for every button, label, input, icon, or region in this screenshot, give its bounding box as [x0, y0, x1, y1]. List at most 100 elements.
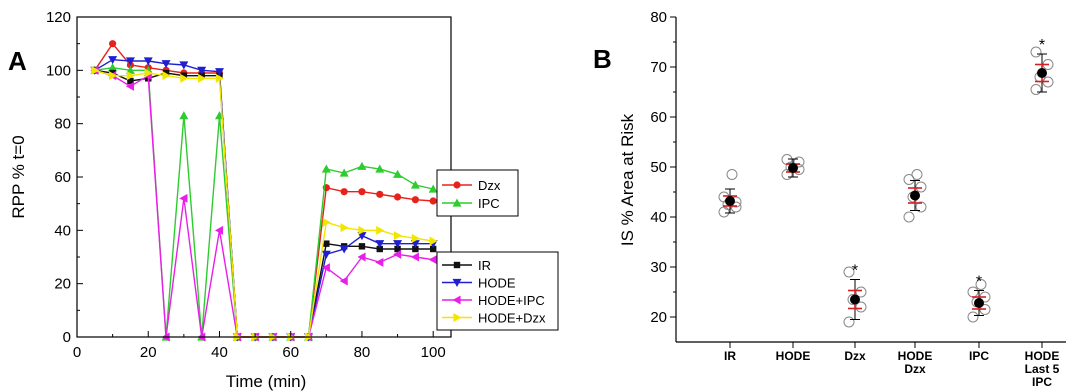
- legend-marker: [452, 278, 462, 287]
- data-point: [197, 66, 207, 75]
- y-tick-label-b: 30: [650, 259, 667, 276]
- significance-star: *: [1039, 37, 1045, 54]
- data-point: [161, 60, 171, 69]
- series-hode: [90, 56, 438, 342]
- legend-label: HODE+IPC: [478, 293, 545, 308]
- scatter-chart-marks: * * *: [718, 37, 1054, 328]
- data-point: [108, 56, 118, 65]
- data-point-open: [975, 279, 987, 290]
- data-point: [412, 245, 419, 253]
- data-point-open: [718, 206, 730, 218]
- data-point: [125, 81, 135, 91]
- data-point: [394, 245, 401, 253]
- y-tick-label-b: 80: [650, 9, 667, 26]
- category-label: IPC: [1032, 375, 1052, 389]
- series-line: [94, 58, 434, 338]
- data-point-open: [967, 311, 979, 323]
- significance-star: *: [852, 263, 858, 280]
- data-point: [198, 73, 207, 83]
- x-tick-label-a: 0: [73, 344, 81, 361]
- data-point: [180, 73, 189, 83]
- mean-point: [1037, 68, 1047, 78]
- data-point: [339, 168, 349, 177]
- line-chart-marks: [90, 40, 438, 342]
- data-point: [375, 257, 384, 267]
- series-line: [94, 69, 434, 338]
- legend-label: HODE+Dzx: [478, 311, 546, 326]
- data-point: [357, 252, 366, 262]
- category-group: *: [967, 274, 991, 323]
- data-point: [357, 161, 367, 170]
- x-tick-label-a: 20: [140, 344, 157, 361]
- series-hode-dzx: [91, 65, 438, 342]
- significance-star: *: [976, 274, 982, 291]
- data-point: [215, 73, 224, 83]
- data-point: [109, 40, 117, 48]
- data-point-open: [793, 156, 805, 168]
- data-point-open: [1030, 46, 1042, 58]
- data-point: [429, 236, 438, 246]
- mean-point: [788, 163, 798, 173]
- data-point: [321, 263, 330, 273]
- data-point: [357, 232, 367, 241]
- category-group: *: [843, 263, 867, 328]
- data-point: [180, 72, 188, 79]
- data-point: [323, 240, 330, 247]
- legend-marker: [453, 313, 462, 322]
- legend-label: Dzx: [478, 178, 501, 193]
- data-point: [321, 164, 331, 173]
- data-point-open: [726, 169, 738, 180]
- legend-label: IR: [478, 258, 491, 273]
- data-point: [109, 71, 118, 81]
- series-line: [94, 69, 434, 338]
- y-tick-label-a: 20: [54, 276, 71, 293]
- data-point: [126, 71, 135, 81]
- mean-point: [725, 196, 735, 206]
- data-point: [321, 250, 331, 259]
- category-label: HODE: [1025, 349, 1060, 363]
- mean-point: [850, 294, 860, 305]
- data-point: [393, 193, 402, 201]
- series-dzx: [91, 40, 437, 341]
- data-point: [108, 63, 118, 72]
- line-chart-panel-a: 0 20 40 60 80 100 0 20 40 60 80 100 120 Time (min) R…: [9, 9, 559, 391]
- legend-label: IPC: [478, 196, 500, 211]
- data-point-open: [915, 201, 927, 213]
- x-axis-label-a: Time (min): [226, 372, 307, 391]
- data-point: [144, 68, 153, 78]
- data-point: [375, 164, 385, 173]
- series-hode-ipc: [90, 65, 437, 342]
- series-ipc: [90, 63, 438, 341]
- y-tick-label-b: 50: [650, 159, 667, 176]
- data-point: [429, 197, 437, 205]
- data-point: [375, 240, 385, 249]
- data-point-open: [1030, 84, 1042, 95]
- y-axis-label-b: IS % Area at Risk: [618, 113, 637, 246]
- legend-top-frame: [436, 169, 519, 217]
- category-group: [718, 169, 742, 218]
- y-tick-label-b: 60: [650, 109, 667, 126]
- data-point-open: [903, 174, 915, 185]
- data-point: [339, 276, 348, 286]
- x-tick-label-a: 40: [211, 344, 228, 361]
- category-group: [903, 169, 927, 223]
- category-label: HODE: [776, 349, 811, 363]
- data-point: [91, 65, 100, 75]
- data-point: [411, 196, 419, 204]
- series-line: [94, 69, 434, 338]
- data-point: [143, 57, 153, 66]
- y-tick-label-a: 40: [54, 222, 71, 239]
- data-point: [127, 77, 134, 85]
- data-point: [410, 180, 420, 189]
- y-tick-label-a: 80: [54, 116, 71, 133]
- category-label: IR: [724, 349, 736, 363]
- data-point: [376, 225, 385, 235]
- y-tick-label-b: 70: [650, 59, 667, 76]
- data-point: [410, 252, 419, 262]
- data-point: [214, 225, 224, 235]
- series-line: [94, 66, 434, 338]
- y-tick-label-b: 20: [650, 309, 667, 326]
- data-point: [429, 245, 437, 253]
